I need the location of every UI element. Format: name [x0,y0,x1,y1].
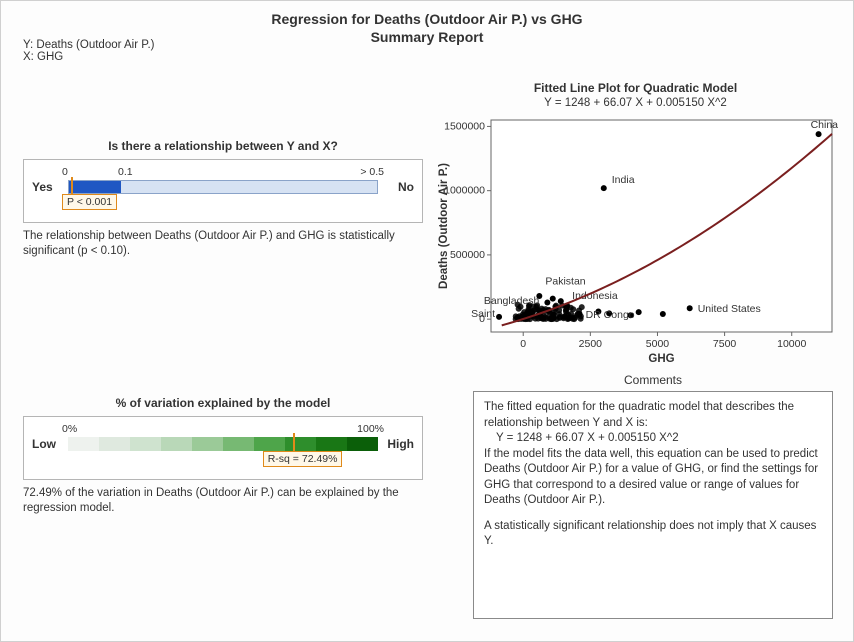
relationship-title: Is there a relationship between Y and X? [23,139,423,153]
plot-title: Fitted Line Plot for Quadratic Model [433,81,838,96]
variation-panel: % of variation explained by the model 0%… [23,396,423,516]
plot-equation: Y = 1248 + 66.07 X + 0.005150 X^2 [433,96,838,110]
svg-text:5000: 5000 [646,338,670,350]
gradient-segment [192,437,223,451]
plot-svg: 025005000750010000050000010000001500000G… [433,114,838,366]
gradient-segment [68,437,99,451]
comments-equation: Y = 1248 + 66.07 X + 0.005150 X^2 [496,431,822,447]
variation-caption: 72.49% of the variation in Deaths (Outdo… [23,486,423,516]
svg-text:0: 0 [520,338,526,350]
plot-box: 025005000750010000050000010000001500000G… [433,114,838,369]
comments-title: Comments [473,373,833,387]
comments-para-1b: If the model fits the data well, this eq… [484,447,822,509]
rsq-track [68,437,378,451]
comments-box: The fitted equation for the quadratic mo… [473,391,833,619]
relationship-caption: The relationship between Deaths (Outdoor… [23,229,423,259]
relationship-scale: 0 0.1 > 0.5 [32,166,414,178]
scale-0pct: 0% [62,423,77,435]
svg-text:China: China [811,120,838,132]
relationship-frame: 0 0.1 > 0.5 Yes No P < 0.001 [23,159,423,223]
svg-text:500000: 500000 [450,249,485,261]
variation-title: % of variation explained by the model [23,396,423,410]
gradient-segment [161,437,192,451]
svg-text:Deaths (Outdoor Air P.): Deaths (Outdoor Air P.) [438,163,450,289]
gradient-segment [285,437,316,451]
gradient-segment [316,437,347,451]
svg-text:7500: 7500 [713,338,737,350]
label-yes: Yes [32,180,60,194]
svg-text:1500000: 1500000 [444,121,485,133]
pvalue-callout: P < 0.001 [62,194,117,210]
gradient-segment [347,437,378,451]
y-definition: Y: Deaths (Outdoor Air P.) [23,39,154,51]
variable-definitions: Y: Deaths (Outdoor Air P.) X: GHG [23,39,154,63]
svg-text:1000000: 1000000 [444,185,485,197]
fitted-line-plot: Fitted Line Plot for Quadratic Model Y =… [433,81,838,369]
variation-frame: 0% 100% Low High R-sq = 72.49% [23,416,423,480]
scale-05: > 0.5 [360,166,384,178]
svg-text:GHG: GHG [648,353,674,365]
gradient-segment [99,437,130,451]
svg-text:United States: United States [698,304,761,316]
comments-para-2: A statistically significant relationship… [484,519,822,550]
scale-01: 0.1 [118,166,133,178]
pvalue-track [68,180,378,194]
title-line-1: Regression for Deaths (Outdoor Air P.) v… [1,11,853,29]
gradient-segment [223,437,254,451]
svg-text:Pakistan: Pakistan [545,276,585,288]
pvalue-fill [69,181,121,193]
scale-0: 0 [62,166,68,178]
x-definition: X: GHG [23,51,154,63]
rsq-callout: R-sq = 72.49% [263,451,343,467]
comments-panel: Comments The fitted equation for the qua… [473,373,833,619]
label-low: Low [32,437,60,451]
scale-100pct: 100% [357,423,384,435]
label-high: High [386,437,414,451]
svg-text:10000: 10000 [777,338,806,350]
comments-para-1a: The fitted equation for the quadratic mo… [484,400,822,431]
variation-scale: 0% 100% [32,423,414,435]
summary-report-page: Regression for Deaths (Outdoor Air P.) v… [0,0,854,642]
relationship-panel: Is there a relationship between Y and X?… [23,139,423,259]
plot-titles: Fitted Line Plot for Quadratic Model Y =… [433,81,838,110]
svg-text:India: India [612,174,635,186]
spacer [484,509,822,519]
gradient-segment [254,437,285,451]
variation-bar: Low High [32,437,414,451]
svg-text:Saint: Saint [471,308,495,320]
relationship-bar: Yes No [32,180,414,194]
gradient-segment [130,437,161,451]
svg-text:2500: 2500 [579,338,603,350]
label-no: No [386,180,414,194]
svg-text:Bangladesh: Bangladesh [484,296,540,308]
svg-text:DR Congo: DR Congo [586,309,635,321]
